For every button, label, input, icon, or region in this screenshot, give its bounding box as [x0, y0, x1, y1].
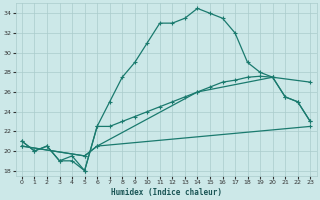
- X-axis label: Humidex (Indice chaleur): Humidex (Indice chaleur): [111, 188, 221, 197]
